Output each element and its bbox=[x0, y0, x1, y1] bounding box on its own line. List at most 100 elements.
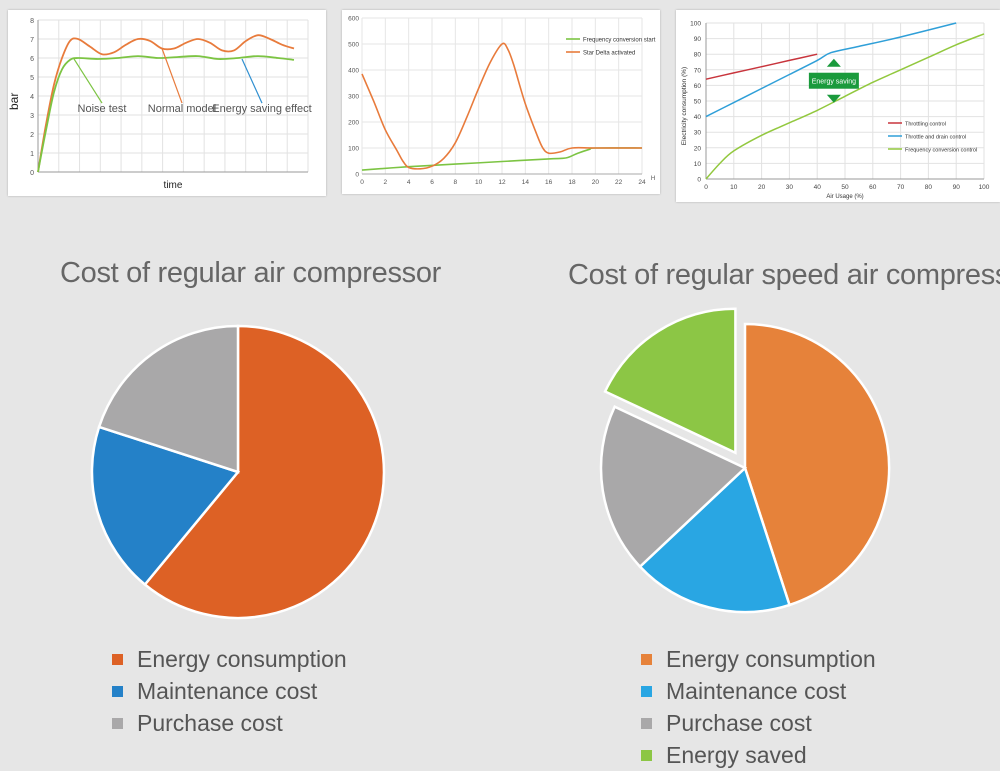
pie-slice-energy-saved bbox=[603, 307, 737, 455]
legend-label: Maintenance cost bbox=[137, 677, 318, 704]
y-tick-label: 0 bbox=[30, 170, 34, 177]
speed-compressor-pie-chart bbox=[599, 307, 891, 614]
series-line-throttling-control bbox=[705, 53, 818, 80]
legend-item-maintenance-cost: Maintenance cost bbox=[641, 675, 876, 707]
legend-swatch bbox=[112, 653, 123, 665]
x-tick-label: 2 bbox=[384, 179, 388, 186]
legend-label: Energy consumption bbox=[137, 645, 347, 672]
y-tick-label: 10 bbox=[694, 161, 702, 168]
legend-label: Purchase cost bbox=[137, 709, 283, 736]
y-tick-label: 20 bbox=[694, 145, 702, 152]
y-tick-label: 6 bbox=[30, 56, 34, 63]
y-tick-label: 40 bbox=[694, 114, 702, 121]
pie-slice-purchase-cost bbox=[599, 405, 748, 569]
x-axis-label: Air Usage (%) bbox=[826, 194, 863, 200]
x-tick-label: 0 bbox=[360, 179, 364, 186]
y-tick-label: 600 bbox=[348, 16, 359, 23]
annotation-leader bbox=[241, 58, 263, 104]
pie2-title: Cost of regular speed air compressor bbox=[568, 259, 1000, 291]
y-tick-label: 60 bbox=[694, 83, 702, 90]
pie2-legend: Energy consumption Maintenance cost Purcha… bbox=[641, 643, 876, 771]
legend-label: Throttling control bbox=[905, 122, 946, 128]
x-tick-label: 6 bbox=[430, 179, 434, 186]
legend-item-purchase-cost: Purchase cost bbox=[112, 707, 347, 739]
y-axis-label: Electricity consumption (%) bbox=[681, 67, 688, 145]
pie-slice-purchase-cost bbox=[97, 324, 240, 474]
x-tick-label: 22 bbox=[615, 179, 623, 186]
up-arrow-icon bbox=[826, 58, 841, 67]
x-tick-label: 12 bbox=[498, 179, 506, 186]
y-tick-label: 300 bbox=[348, 94, 359, 101]
y-tick-label: 8 bbox=[30, 18, 34, 25]
legend-label: Throttle and drain control bbox=[905, 135, 966, 141]
legend-swatch bbox=[641, 749, 652, 761]
y-tick-label: 200 bbox=[348, 120, 359, 127]
legend-item-energy-consumption: Energy consumption bbox=[641, 643, 876, 675]
legend-label: Frequency conversion start bbox=[583, 38, 656, 44]
annotation-label: Energy saving effect bbox=[212, 103, 311, 115]
x-tick-label: 60 bbox=[869, 184, 877, 191]
x-axis-label: time bbox=[164, 180, 183, 191]
energy-saving-label: Energy saving bbox=[812, 79, 856, 86]
y-tick-label: 100 bbox=[690, 21, 701, 28]
y-tick-label: 90 bbox=[694, 36, 702, 43]
annotation-label: Noise test bbox=[78, 103, 127, 115]
y-tick-label: 4 bbox=[30, 94, 34, 101]
legend-swatch bbox=[641, 685, 652, 697]
x-tick-label: 10 bbox=[730, 184, 738, 191]
electricity-consumption-line-chart: 0 10 20 30 40 50 60 70 80 90 100 0 10 20 30 40 50 60 70 80 9… bbox=[681, 21, 990, 201]
legend-swatch bbox=[112, 717, 123, 729]
pie-slice-energy-consumption bbox=[143, 324, 386, 620]
down-arrow-icon bbox=[826, 94, 841, 103]
legend-swatch bbox=[641, 717, 652, 729]
annotation-label: Normal model bbox=[148, 103, 216, 115]
y-tick-label: 7 bbox=[30, 37, 34, 44]
y-tick-label: 0 bbox=[697, 177, 701, 184]
legend-label: Frequency conversion control bbox=[905, 148, 977, 154]
legend-label: Energy consumption bbox=[666, 645, 876, 672]
legend-item-energy-consumption: Energy consumption bbox=[112, 643, 347, 675]
y-tick-label: 400 bbox=[348, 68, 359, 75]
series-line-green bbox=[37, 55, 295, 173]
x-tick-label: 50 bbox=[841, 184, 849, 191]
x-tick-label: 16 bbox=[545, 179, 553, 186]
energy-saving-badge bbox=[808, 72, 859, 89]
y-tick-label: 500 bbox=[348, 42, 359, 49]
legend-label: Star Delta activated bbox=[583, 51, 635, 57]
x-tick-label: 8 bbox=[454, 179, 458, 186]
x-tick-label: 14 bbox=[522, 179, 530, 186]
legend-label: Energy saved bbox=[666, 741, 807, 768]
x-tick-label: 24 bbox=[638, 179, 646, 186]
x-tick-label: 40 bbox=[814, 184, 822, 191]
x-tick-label: 18 bbox=[568, 179, 576, 186]
series-line-star-delta-activated bbox=[361, 42, 642, 170]
y-tick-label: 50 bbox=[694, 99, 702, 106]
x-tick-label: 20 bbox=[758, 184, 766, 191]
annotation-leader bbox=[73, 58, 103, 104]
x-tick-label: 30 bbox=[786, 184, 794, 191]
x-tick-label: 70 bbox=[897, 184, 905, 191]
y-tick-label: 0 bbox=[355, 172, 359, 179]
y-tick-label: 2 bbox=[30, 132, 34, 139]
legend-swatch bbox=[112, 685, 123, 697]
x-tick-label: 10 bbox=[475, 179, 483, 186]
x-tick-label: 90 bbox=[953, 184, 961, 191]
series-line-orange bbox=[37, 34, 295, 173]
electricity-consumption-chart-panel: 0 10 20 30 40 50 60 70 80 90 100 0 10 20 30 40 50 60 70 80 9… bbox=[676, 10, 1000, 202]
legend-item-energy-saved: Energy saved bbox=[641, 739, 876, 771]
pressure-chart-panel: 0 1 2 3 4 5 6 7 8 bar time Noise test Normal model En… bbox=[8, 10, 326, 196]
series-line-frequency-conversion-control bbox=[705, 33, 985, 180]
y-tick-label: 3 bbox=[30, 113, 34, 120]
x-tick-label: 4 bbox=[407, 179, 411, 186]
x-tick-label: 0 bbox=[704, 184, 708, 191]
legend-item-maintenance-cost: Maintenance cost bbox=[112, 675, 347, 707]
series-line-throttle-and-drain-control bbox=[705, 22, 957, 118]
regular-compressor-pie-chart bbox=[90, 324, 386, 620]
y-tick-label: 70 bbox=[694, 67, 702, 74]
pressure-line-chart: 0 1 2 3 4 5 6 7 8 bar time Noise test Normal modelEn… bbox=[8, 18, 312, 191]
pie-slice-maintenance-cost bbox=[90, 425, 241, 587]
y-tick-label: 100 bbox=[348, 146, 359, 153]
y-tick-label: 1 bbox=[30, 151, 34, 158]
startup-power-chart-panel: 0 100 200 300 400 500 600 0 2 4 6 8 10 12 14 16 18 20 22 24… bbox=[342, 10, 660, 194]
